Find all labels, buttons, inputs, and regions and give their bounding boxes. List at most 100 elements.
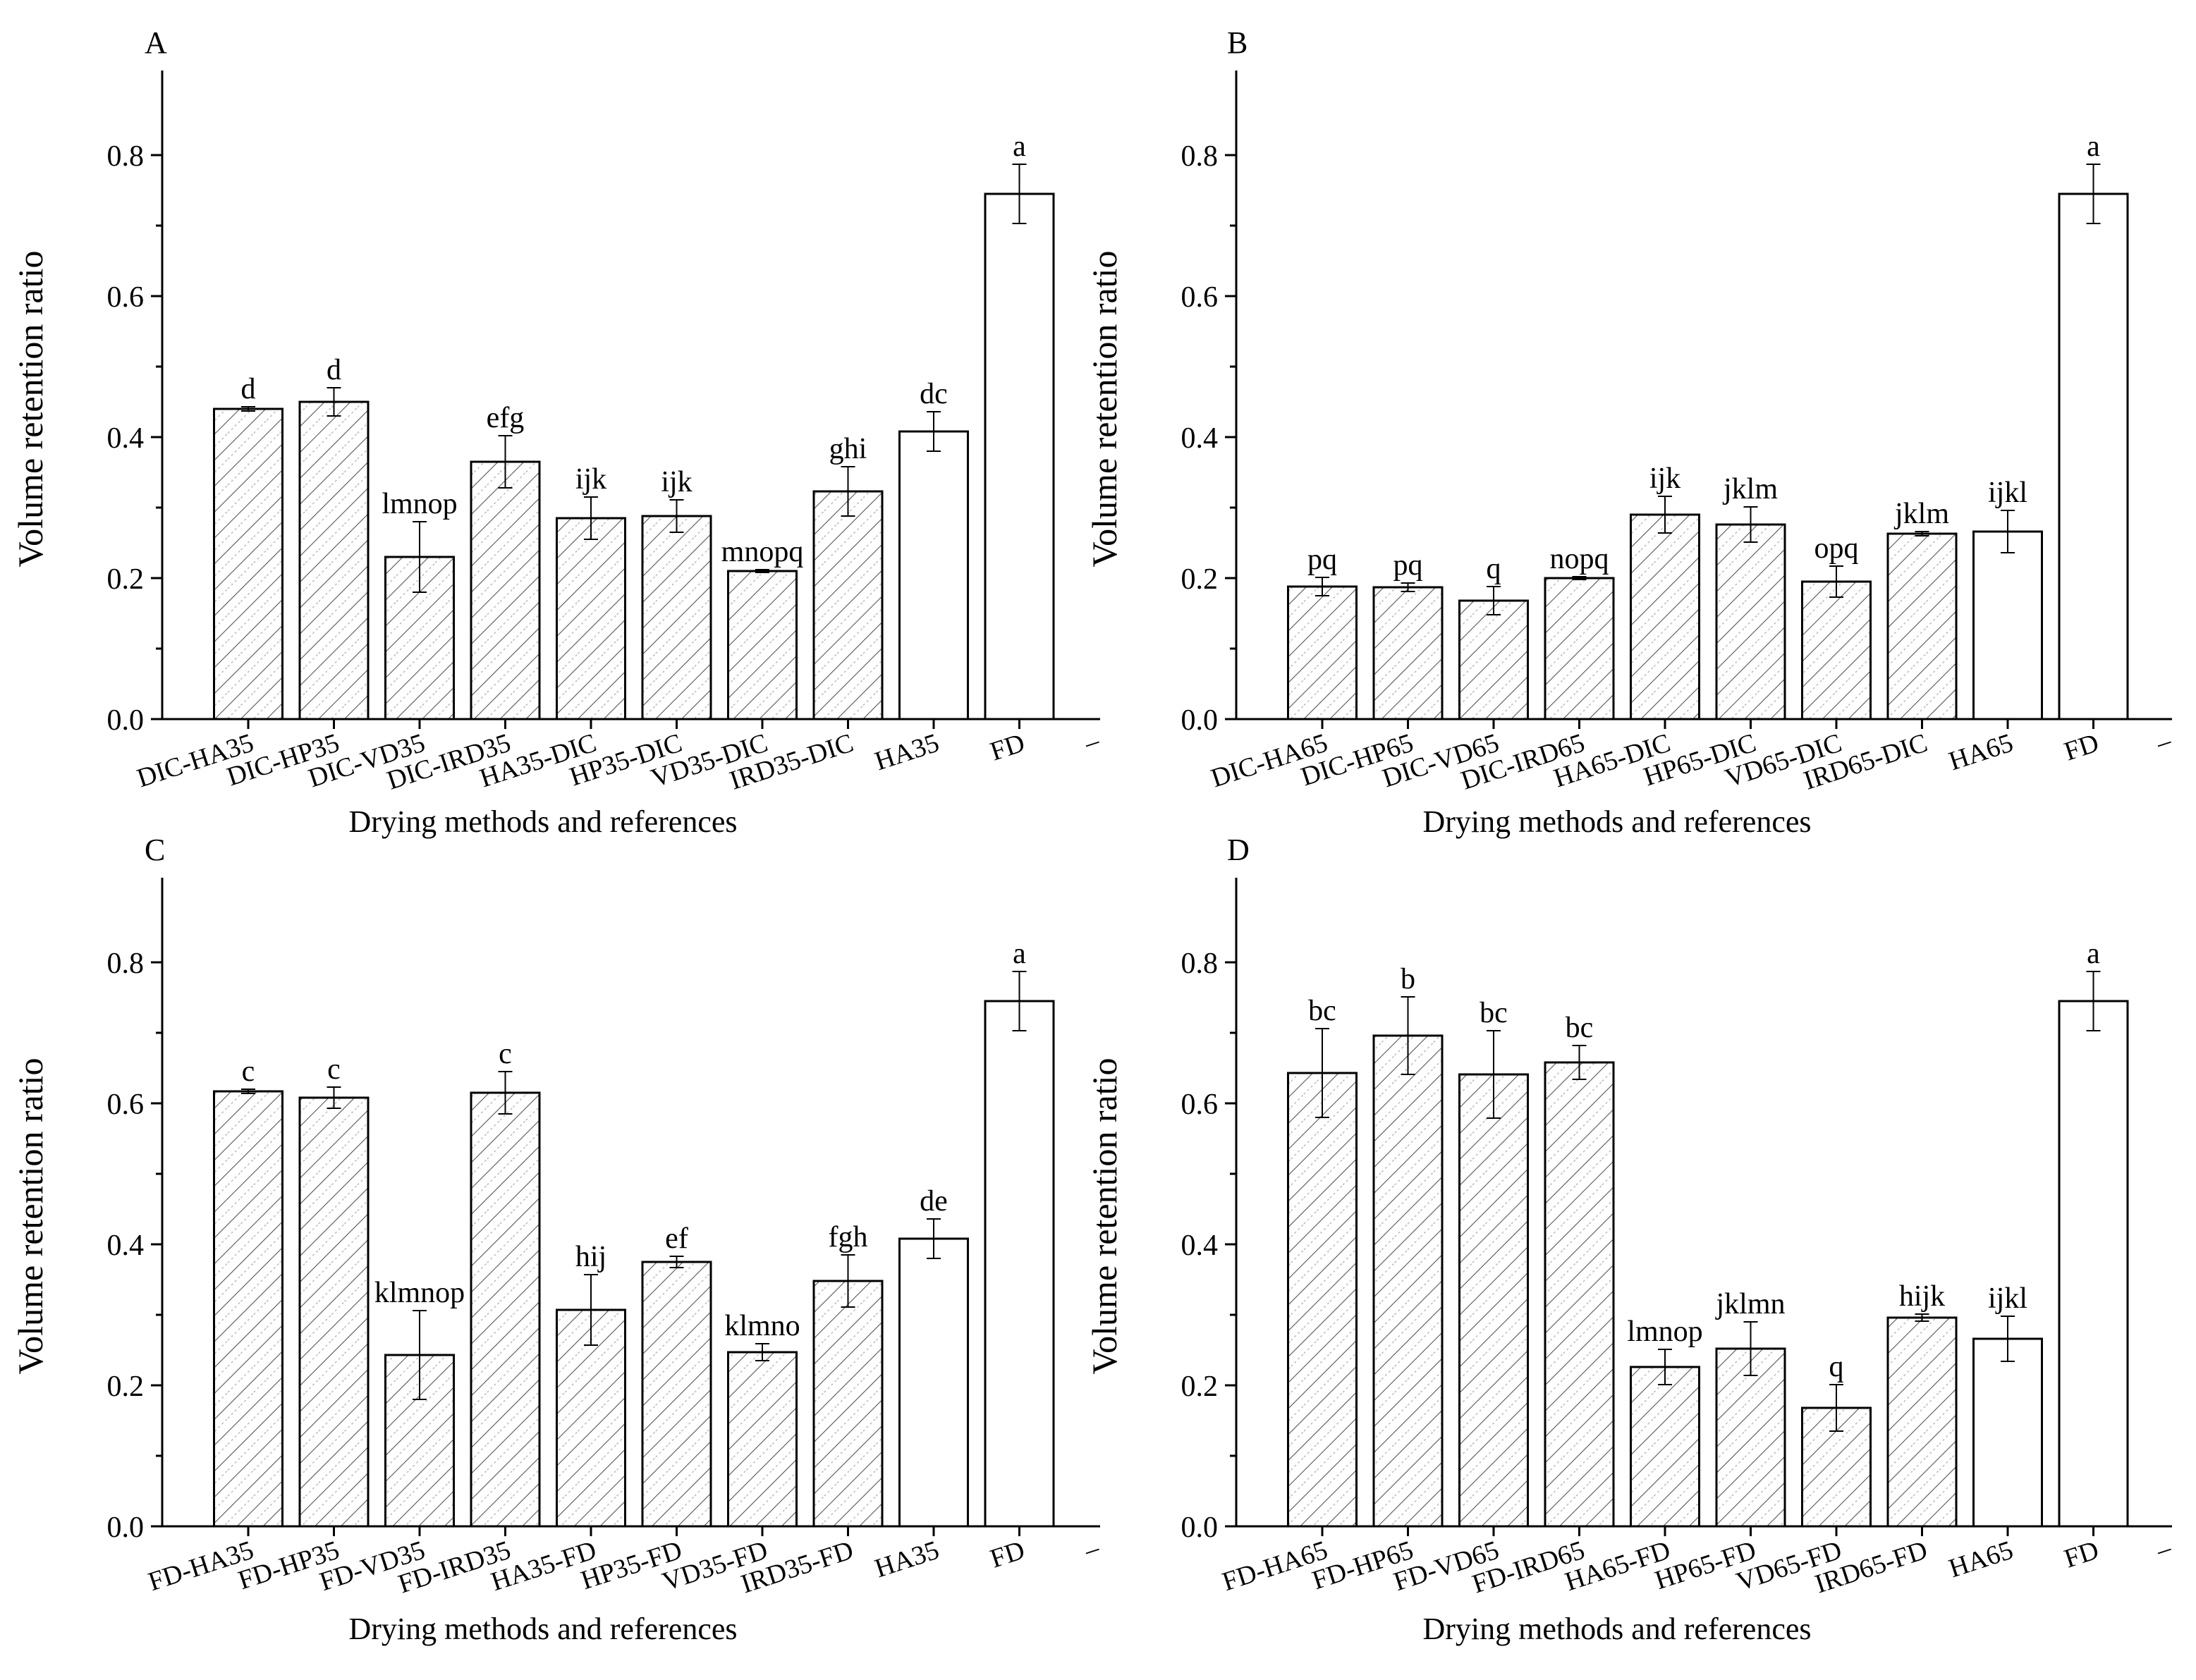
y-tick-label: 0.2 xyxy=(107,563,145,596)
bar xyxy=(727,1351,798,1528)
bar xyxy=(2058,1000,2129,1528)
y-tick-label: 0.4 xyxy=(1181,422,1219,455)
significance-letter: nopq xyxy=(1550,543,1609,575)
panel-letter: D xyxy=(1227,833,1250,867)
y-tick-label: 0.6 xyxy=(1181,281,1219,314)
significance-letter: hij xyxy=(575,1241,606,1273)
significance-letter: b xyxy=(1401,963,1415,995)
significance-letter: lmnop xyxy=(1627,1316,1702,1348)
y-axis-label: Volume retention ratio xyxy=(11,1058,50,1375)
y-axis-label: Volume retention ratio xyxy=(11,251,50,568)
y-tick-label: 0.0 xyxy=(107,704,145,737)
x-axis-label: Drying methods and references xyxy=(348,804,737,839)
significance-letter: ghi xyxy=(829,433,867,465)
y-tick-label: 0.8 xyxy=(1181,948,1219,980)
bar xyxy=(470,1091,541,1528)
bar xyxy=(1886,1316,1958,1528)
y-tick-label: 0.6 xyxy=(1181,1089,1219,1121)
panel-a: A 0.0 0.2 0.4 0.6 0.8 Volume retention ratio d D… xyxy=(11,25,1104,839)
x-trailing-tick-label: – xyxy=(1080,1533,1104,1565)
significance-letter: a xyxy=(2087,130,2100,163)
bar xyxy=(298,400,370,721)
bar xyxy=(641,1261,712,1528)
y-tick-label: 0.8 xyxy=(107,948,145,980)
y-tick-label: 0.2 xyxy=(1181,1371,1219,1403)
significance-letter: d xyxy=(241,373,256,405)
significance-letter: lmnop xyxy=(382,488,457,520)
y-tick-label: 0.2 xyxy=(1181,563,1219,596)
x-tick-label: FD xyxy=(987,1535,1028,1574)
panel-letter: A xyxy=(145,25,167,60)
y-axis-label: Volume retention ratio xyxy=(1085,1058,1124,1375)
significance-letter: bc xyxy=(1566,1012,1594,1044)
bar xyxy=(1287,585,1358,721)
bar xyxy=(984,1000,1055,1528)
significance-letter: klmno xyxy=(724,1310,800,1342)
bar xyxy=(898,430,969,721)
bar xyxy=(556,1308,626,1528)
significance-letter: klmnop xyxy=(374,1277,465,1309)
panel-letter: B xyxy=(1227,25,1248,60)
panels: A 0.0 0.2 0.4 0.6 0.8 Volume retention ratio d D… xyxy=(11,25,2176,1646)
significance-letter: hijk xyxy=(1899,1280,1945,1313)
significance-letter: jklmn xyxy=(1714,1288,1785,1320)
x-tick-label: HA65 xyxy=(1945,1535,2016,1584)
significance-letter: ijkl xyxy=(1988,1282,2027,1315)
significance-letter: mnopq xyxy=(721,536,804,568)
significance-letter: bc xyxy=(1308,995,1336,1027)
bar xyxy=(1715,1347,1786,1528)
significance-letter: a xyxy=(1013,130,1026,163)
bar xyxy=(1372,1034,1444,1528)
significance-letter: ijkl xyxy=(1988,477,2027,509)
bar xyxy=(213,1090,283,1528)
bar xyxy=(727,570,798,721)
bar xyxy=(213,407,283,721)
significance-letter: bc xyxy=(1480,997,1508,1029)
x-tick-label: FD xyxy=(2061,1535,2102,1574)
significance-letter: a xyxy=(1013,938,1026,970)
significance-letter: a xyxy=(2087,938,2100,970)
x-trailing-tick-label: – xyxy=(2152,725,2176,758)
significance-letter: efg xyxy=(487,402,525,434)
significance-letter: jklm xyxy=(1722,473,1778,505)
bar xyxy=(1544,1061,1615,1528)
x-tick-label: FD xyxy=(2061,728,2102,767)
y-tick-label: 0.4 xyxy=(107,422,145,455)
y-tick-label: 0.8 xyxy=(107,140,145,173)
y-tick-label: 0.4 xyxy=(107,1230,145,1262)
x-trailing-tick-label: – xyxy=(2152,1533,2176,1565)
significance-letter: ijk xyxy=(661,466,692,498)
y-tick-label: 0.4 xyxy=(1181,1230,1219,1262)
significance-letter: c xyxy=(242,1055,255,1088)
significance-letter: ef xyxy=(665,1222,688,1255)
significance-letter: fgh xyxy=(829,1221,868,1253)
significance-letter: d xyxy=(327,354,341,386)
significance-letter: de xyxy=(920,1185,948,1218)
bar xyxy=(1972,1337,2043,1528)
bar xyxy=(812,490,884,721)
y-tick-label: 0.6 xyxy=(107,1089,145,1121)
bar xyxy=(1801,580,1872,721)
bar xyxy=(898,1237,969,1528)
bar xyxy=(812,1280,884,1528)
significance-letter: pq xyxy=(1307,544,1337,576)
panel-letter: C xyxy=(145,833,165,867)
y-tick-label: 0.2 xyxy=(107,1371,145,1403)
x-tick-label: HA65 xyxy=(1945,728,2016,777)
significance-letter: c xyxy=(499,1038,512,1070)
x-axis-label: Drying methods and references xyxy=(1422,1612,1811,1646)
bar xyxy=(1372,586,1444,721)
significance-letter: c xyxy=(327,1053,341,1086)
bar xyxy=(1886,532,1958,721)
y-tick-label: 0.0 xyxy=(1181,1512,1219,1544)
bar xyxy=(1458,1073,1529,1528)
panel-b: B 0.0 0.2 0.4 0.6 0.8 Volume retention ratio pq… xyxy=(1085,25,2176,839)
bar xyxy=(1630,1366,1700,1528)
y-tick-label: 0.8 xyxy=(1181,140,1219,173)
bar xyxy=(1630,513,1700,721)
y-tick-label: 0.6 xyxy=(107,281,145,314)
significance-letter: ijk xyxy=(575,463,606,496)
significance-letter: ijk xyxy=(1649,462,1680,495)
panel-d: D 0.0 0.2 0.4 0.6 0.8 Volume retention ratio bc… xyxy=(1085,833,2176,1646)
